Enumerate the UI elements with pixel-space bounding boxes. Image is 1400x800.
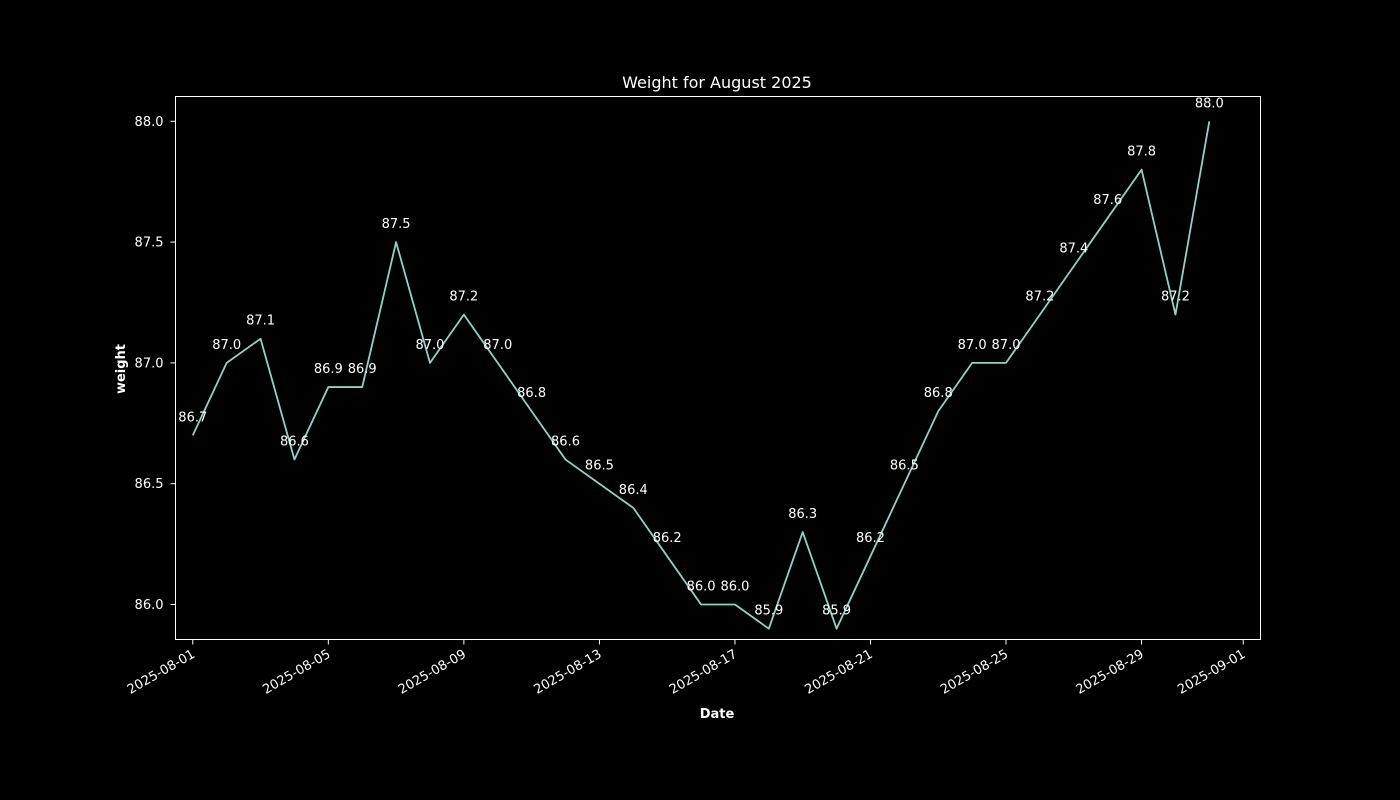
data-point-label: 87.0 [212,338,241,353]
data-point-label: 87.2 [449,290,478,305]
plot-area-frame [175,96,1261,640]
data-point-label: 87.0 [992,338,1021,353]
data-point-label: 87.5 [382,217,411,232]
data-point-label: 86.2 [653,531,682,546]
data-point-label: 86.3 [788,507,817,522]
y-tick-label: 87.0 [135,356,164,371]
data-point-label: 87.8 [1127,145,1156,160]
data-point-label: 87.4 [1059,241,1088,256]
chart-title: Weight for August 2025 [622,73,812,92]
data-point-label: 86.9 [348,362,377,377]
weight-series-line [191,121,1211,630]
y-tick-label: 88.0 [135,115,164,130]
data-point-label: 85.9 [754,604,783,619]
data-point-label: 86.9 [314,362,343,377]
data-point-label: 87.1 [246,314,275,329]
data-point-label: 86.8 [517,386,546,401]
data-point-label: 88.0 [1195,96,1224,111]
y-axis: 86.0 86.5 87.0 87.5 88.0 [135,115,176,613]
y-tick-label: 86.0 [135,598,164,613]
data-point-label: 87.2 [1025,290,1054,305]
y-tick-label: 87.5 [135,236,164,251]
data-point-label: 86.4 [619,483,648,498]
y-tick-label: 86.5 [135,477,164,492]
data-point-label: 86.6 [551,435,580,450]
x-axis-title: Date [700,707,735,722]
data-point-label: 85.9 [822,604,851,619]
data-labels: 86.7 87.0 87.1 86.6 86.9 86.9 87.5 87.0 87.2 87.0… [178,96,1224,618]
data-point-label: 86.8 [924,386,953,401]
data-point-label: 86.0 [720,580,749,595]
y-axis-title: weight [114,344,129,394]
data-point-label: 86.5 [890,459,919,474]
data-point-label: 87.2 [1161,290,1190,305]
data-point-label: 87.0 [958,338,987,353]
data-point-label: 87.6 [1093,193,1122,208]
data-point-label: 86.6 [280,435,309,450]
data-point-label: 87.0 [483,338,512,353]
data-point-label: 86.0 [687,580,716,595]
data-point-label: 87.0 [416,338,445,353]
data-point-label: 86.5 [585,459,614,474]
data-point-label: 86.7 [178,410,207,425]
data-point-label: 86.2 [856,531,885,546]
